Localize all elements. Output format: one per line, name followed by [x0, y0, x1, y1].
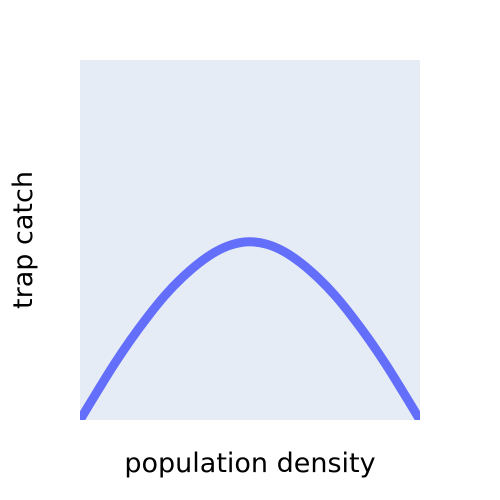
y-axis-title: trap catch — [8, 171, 39, 309]
series-line-0 — [80, 237, 420, 420]
x-axis-title: population density — [124, 448, 375, 479]
series-layer — [80, 237, 420, 420]
